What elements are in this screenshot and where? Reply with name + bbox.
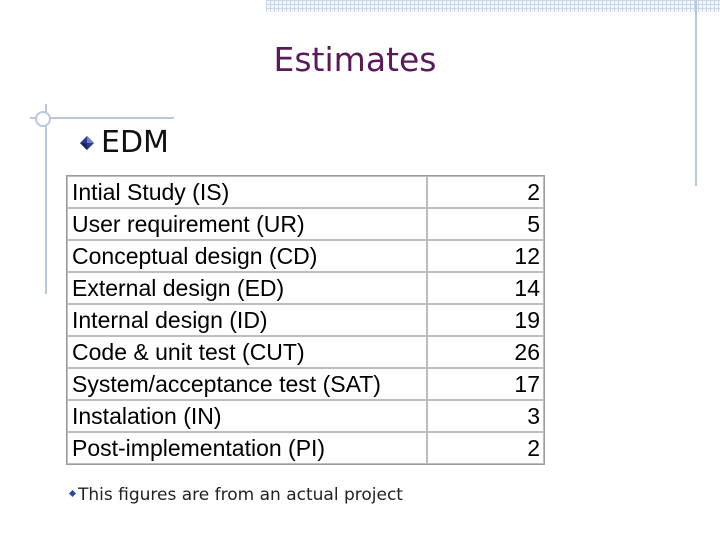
estimates-table: Intial Study (IS) 2 User requirement (UR) 5… — [66, 175, 545, 465]
phase-label: Post-implementation (PI) — [67, 432, 427, 464]
decorative-horizontal-line — [30, 117, 174, 119]
phase-value: 26 — [427, 336, 544, 368]
table-row: Post-implementation (PI) 2 — [67, 432, 544, 464]
phase-value: 12 — [427, 240, 544, 272]
table-row: System/acceptance test (SAT) 17 — [67, 368, 544, 400]
footnote: This figures are from an actual project — [68, 485, 403, 505]
phase-label: User requirement (UR) — [67, 208, 427, 240]
table-row: External design (ED) 14 — [67, 272, 544, 304]
decorative-circle-icon — [35, 111, 51, 127]
phase-value: 5 — [427, 208, 544, 240]
decorative-vertical-line-left — [45, 104, 47, 294]
phase-value: 2 — [427, 432, 544, 464]
phase-label: Instalation (IN) — [67, 400, 427, 432]
slide-title: Estimates — [273, 40, 437, 79]
phase-value: 14 — [427, 272, 544, 304]
phase-value: 19 — [427, 304, 544, 336]
table-row: User requirement (UR) 5 — [67, 208, 544, 240]
table-row: Code & unit test (CUT) 26 — [67, 336, 544, 368]
table-row: Instalation (IN) 3 — [67, 400, 544, 432]
table-row: Internal design (ID) 19 — [67, 304, 544, 336]
phase-value: 3 — [427, 400, 544, 432]
phase-label: Code & unit test (CUT) — [67, 336, 427, 368]
phase-label: Conceptual design (CD) — [67, 240, 427, 272]
phase-value: 2 — [427, 176, 544, 208]
phase-label: Intial Study (IS) — [67, 176, 427, 208]
decorative-vertical-line-right — [695, 0, 697, 186]
table-row: Intial Study (IS) 2 — [67, 176, 544, 208]
phase-label: System/acceptance test (SAT) — [67, 368, 427, 400]
section-heading: EDM — [101, 125, 169, 160]
diamond-bullet-icon — [80, 136, 94, 150]
small-diamond-bullet-icon — [68, 489, 77, 498]
phase-value: 17 — [427, 368, 544, 400]
footnote-text: This figures are from an actual project — [78, 485, 403, 505]
phase-label: Internal design (ID) — [67, 304, 427, 336]
decorative-grid-band — [266, 0, 720, 12]
table-row: Conceptual design (CD) 12 — [67, 240, 544, 272]
phase-label: External design (ED) — [67, 272, 427, 304]
